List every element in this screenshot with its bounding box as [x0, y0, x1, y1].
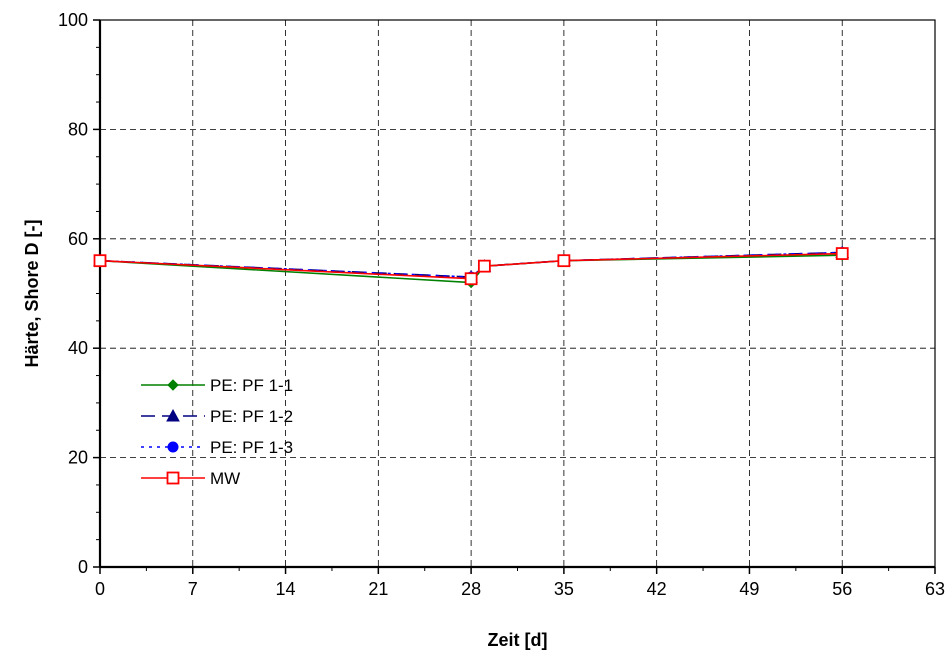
y-tick-label: 0: [78, 557, 88, 577]
x-tick-label: 7: [188, 579, 198, 599]
x-tick-label: 14: [276, 579, 296, 599]
legend-marker: [166, 471, 180, 485]
x-tick-label: 35: [554, 579, 574, 599]
data-point: [557, 254, 571, 268]
y-axis-title: Härte, Shore D [-]: [22, 219, 42, 367]
legend: PE: PF 1-1 PE: PF 1-2 PE: PF 1-3 MW: [141, 376, 293, 488]
y-tick-label: 100: [58, 10, 88, 30]
data-point: [464, 272, 478, 286]
series-layer: [93, 245, 850, 289]
legend-label: PE: PF 1-3: [210, 438, 293, 457]
data-point: [93, 254, 107, 268]
y-tick-label: 20: [68, 448, 88, 468]
axes: [93, 19, 936, 574]
legend-item: PE: PF 1-2: [141, 407, 293, 426]
data-point: [477, 259, 491, 273]
y-tick-label: 40: [68, 338, 88, 358]
series-4: [93, 247, 849, 286]
x-tick-label: 0: [95, 579, 105, 599]
grid: [100, 20, 935, 567]
x-tick-label: 63: [925, 579, 945, 599]
x-tick-label: 21: [368, 579, 388, 599]
legend-marker: [167, 379, 179, 391]
x-tick-label: 56: [832, 579, 852, 599]
x-tick-label: 42: [647, 579, 667, 599]
data-point: [835, 247, 849, 260]
legend-label: MW: [210, 469, 240, 488]
legend-item: PE: PF 1-3: [141, 438, 293, 457]
y-tick-label: 60: [68, 229, 88, 249]
legend-label: PE: PF 1-2: [210, 407, 293, 426]
x-tick-label: 49: [739, 579, 759, 599]
x-tick-label: 28: [461, 579, 481, 599]
y-tick-label: 80: [68, 119, 88, 139]
legend-label: PE: PF 1-1: [210, 376, 293, 395]
legend-item: MW: [141, 469, 240, 488]
legend-marker: [166, 408, 180, 422]
legend-marker: [167, 441, 179, 453]
tick-labels: 0 7 14 21 28 35 42 49 56 63 0 20 40 60 80 100: [58, 10, 945, 599]
legend-item: PE: PF 1-1: [141, 376, 293, 395]
x-axis-title: Zeit [d]: [488, 630, 548, 650]
